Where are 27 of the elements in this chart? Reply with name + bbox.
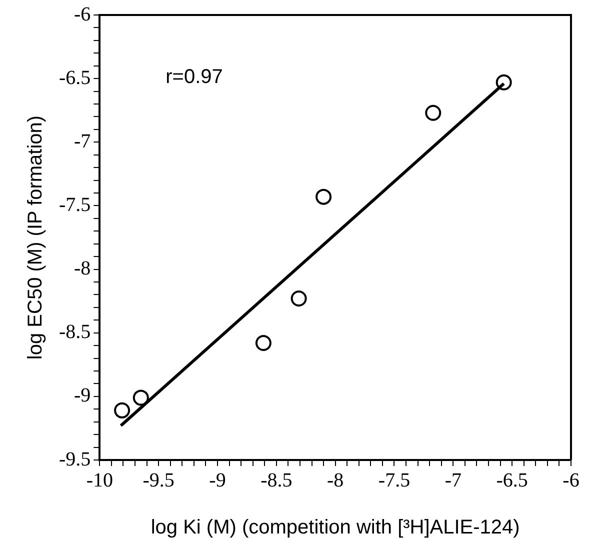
y-tick-label: -7.5	[58, 194, 91, 216]
x-tick-label: -6.5	[496, 469, 528, 492]
y-tick-label: -8	[74, 258, 91, 280]
x-axis-title: log Ki (M) (competition with [³H]ALIE-124)	[150, 516, 520, 539]
x-tick-label: -8	[326, 469, 344, 492]
y-tick-label: -8.5	[58, 321, 91, 344]
point	[132, 390, 149, 406]
y-tick-label: -6	[74, 3, 91, 26]
annotation: r=0.97	[166, 66, 223, 88]
x-tick-label: -9.5	[142, 469, 174, 492]
point	[114, 402, 130, 418]
y-axis-title: log EC50 (M) (IP formation)	[24, 115, 47, 360]
x-tick-label: -6	[562, 469, 580, 492]
point	[316, 188, 332, 205]
point	[290, 290, 307, 307]
x-tick-label: -7.5	[378, 469, 410, 492]
point	[255, 335, 272, 352]
x-tick-label: -9	[209, 469, 226, 492]
point	[425, 104, 442, 121]
x-tick-label: -8.5	[260, 469, 292, 492]
y-tick-label: -9	[74, 384, 91, 407]
y-tick-label: -6.5	[58, 66, 91, 89]
point	[496, 74, 512, 90]
y-tick-label: -7	[74, 130, 91, 152]
y-tick-label: -9.5	[58, 448, 91, 470]
x-tick-label: -7	[444, 469, 462, 492]
x-tick-label: -10	[86, 469, 113, 492]
